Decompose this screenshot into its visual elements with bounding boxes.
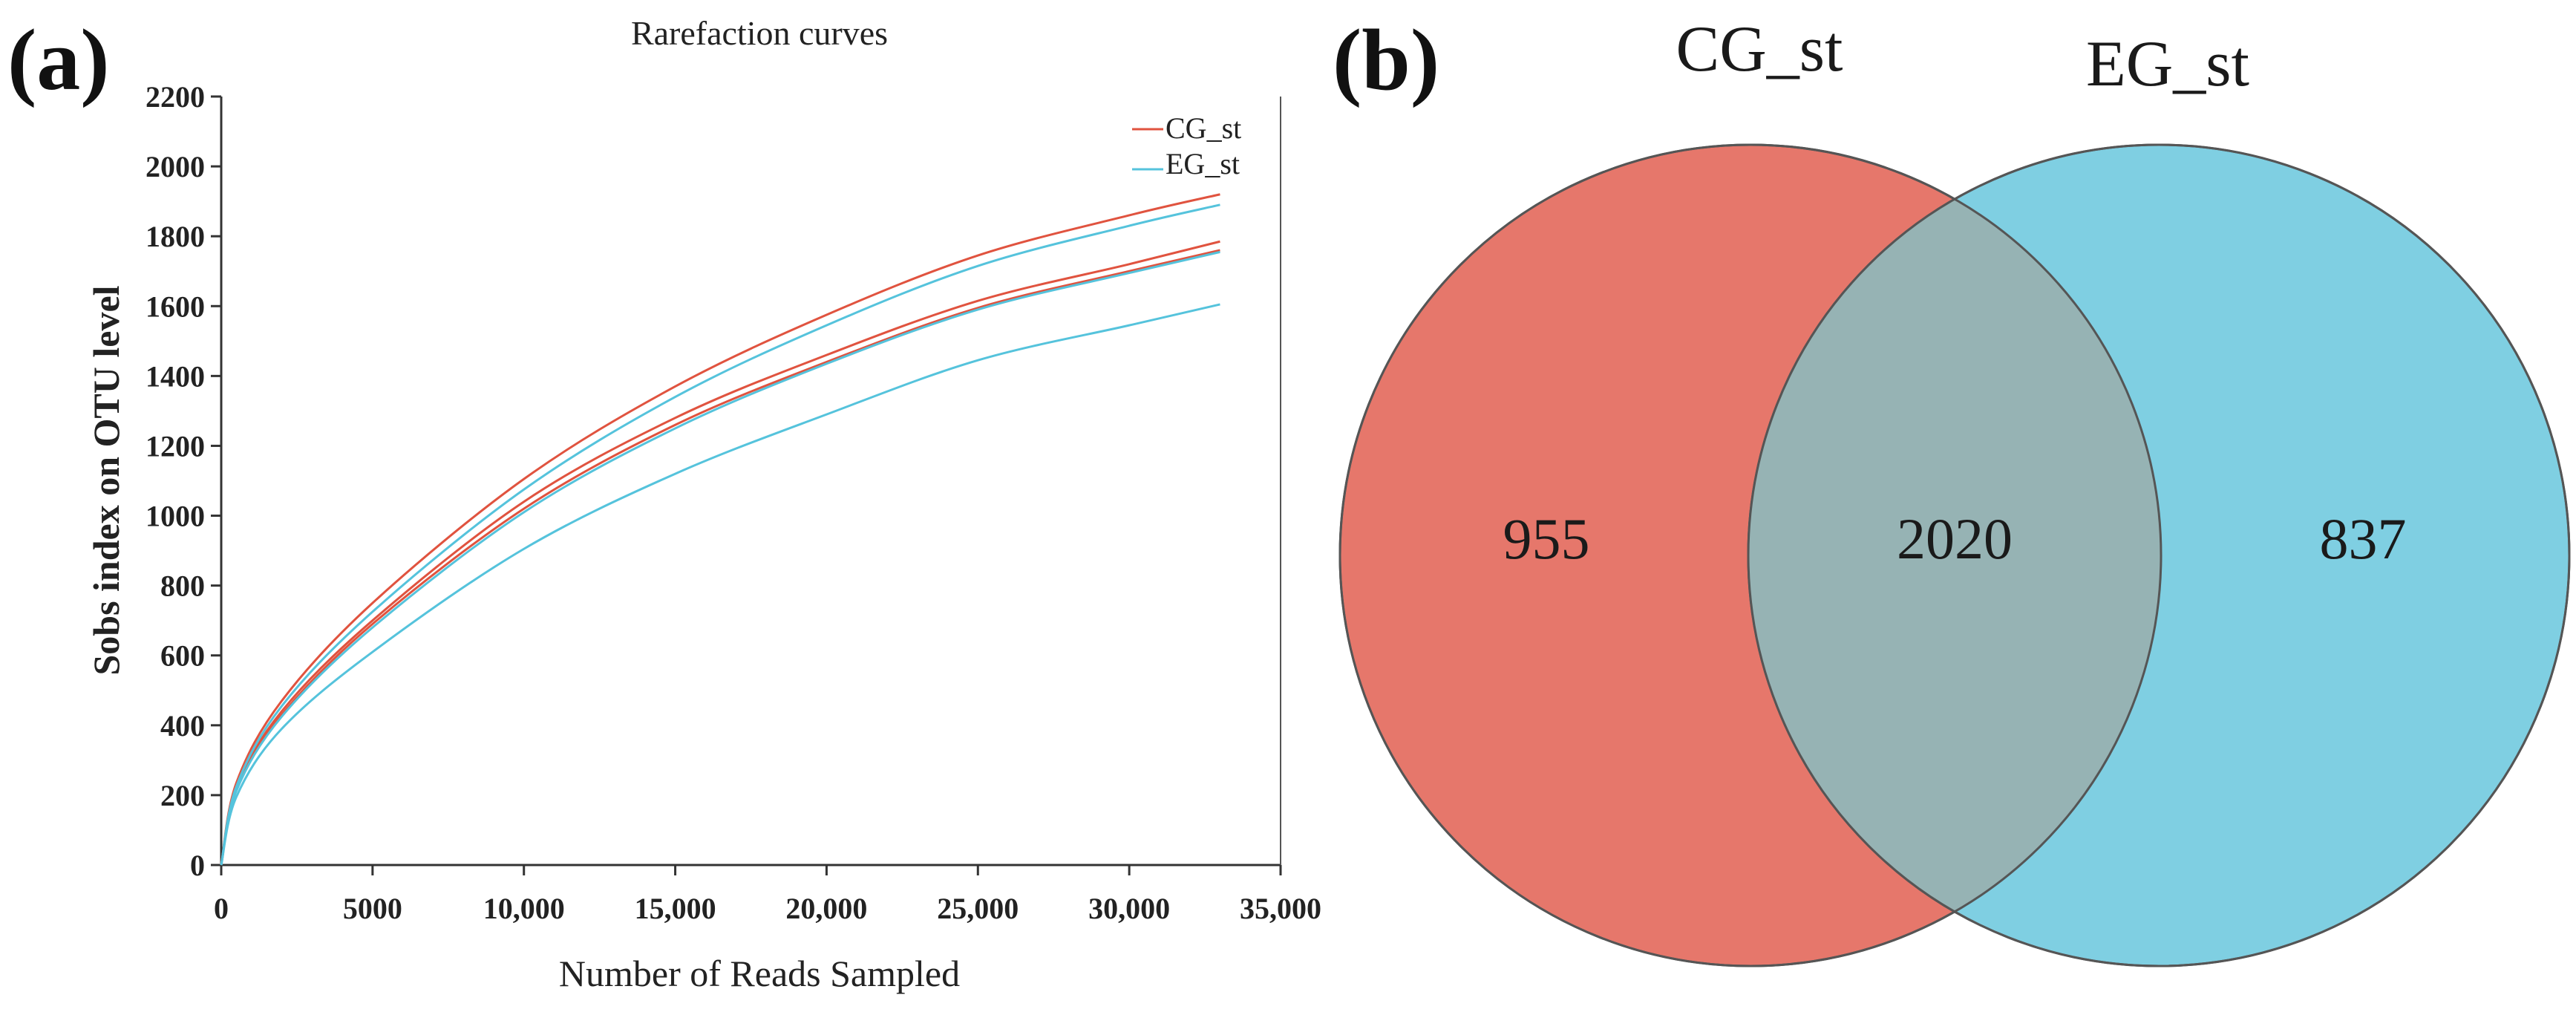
x-tick-label: 15,000 xyxy=(635,892,716,925)
chart-title: Rarefaction curves xyxy=(631,14,888,52)
y-axis-label: Sobs index on OTU level xyxy=(85,285,127,675)
series-line-cg-st-2 xyxy=(220,240,1220,866)
y-tick-label: 200 xyxy=(160,779,205,812)
y-axis-ticks: 0 200 400 600 800 1000 1200 1400 1600 1800 2000 220… xyxy=(146,80,221,882)
legend-label-cg: CG_st xyxy=(1166,111,1241,145)
venn-set-label-cg: CG_st xyxy=(1676,13,1843,85)
x-tick-label: 10,000 xyxy=(483,892,565,925)
x-tick-label: 0 xyxy=(214,892,229,925)
venn-outline-eg xyxy=(1747,143,2571,967)
y-tick-label: 1200 xyxy=(146,429,205,463)
y-tick-label: 800 xyxy=(160,569,205,603)
series-line-cg-st-1 xyxy=(220,193,1220,866)
venn-intersection xyxy=(1748,145,2161,966)
y-tick-label: 600 xyxy=(160,639,205,673)
legend-label-eg: EG_st xyxy=(1166,147,1240,180)
y-tick-label: 0 xyxy=(190,849,205,882)
venn-count-eg-unique: 837 xyxy=(2320,506,2407,571)
series-line-eg-st-4 xyxy=(220,203,1220,866)
y-tick-label: 2200 xyxy=(146,80,205,114)
x-tick-label: 30,000 xyxy=(1088,892,1170,925)
y-tick-label: 1800 xyxy=(146,220,205,253)
venn-panel: (b) CG_st EG_st 955 2020 837 xyxy=(1333,11,2571,967)
x-axis-label: Number of Reads Sampled xyxy=(559,953,960,994)
y-tick-label: 1600 xyxy=(146,290,205,323)
venn-outline-cg xyxy=(1338,143,2163,967)
venn-set-label-eg: EG_st xyxy=(2086,28,2249,100)
venn-count-cg-unique: 955 xyxy=(1503,506,1590,571)
x-tick-label: 20,000 xyxy=(785,892,867,925)
legend: CG_st EG_st xyxy=(1132,111,1241,180)
series-lines xyxy=(220,193,1220,866)
rarefaction-panel: (a) Rarefaction curves 0 5000 10,000 15,000… xyxy=(7,11,1321,994)
x-tick-label: 25,000 xyxy=(937,892,1019,925)
plot-area: 0 5000 10,000 15,000 20,000 25,000 30,000 35,00… xyxy=(146,80,1321,925)
panel-label-b: (b) xyxy=(1333,11,1439,108)
y-tick-label: 2000 xyxy=(146,150,205,183)
series-line-eg-st-5 xyxy=(220,250,1220,866)
y-tick-label: 400 xyxy=(160,709,205,743)
series-line-eg-st-6 xyxy=(220,303,1220,866)
x-axis-ticks: 0 5000 10,000 15,000 20,000 25,000 30,000 35,00… xyxy=(214,865,1321,925)
panel-label-a: (a) xyxy=(7,11,110,108)
y-tick-label: 1000 xyxy=(146,500,205,533)
x-tick-label: 5000 xyxy=(343,892,402,925)
x-tick-label: 35,000 xyxy=(1240,892,1321,925)
venn-count-intersection: 2020 xyxy=(1897,506,2013,571)
y-tick-label: 1400 xyxy=(146,359,205,393)
series-line-cg-st-3 xyxy=(220,249,1220,866)
